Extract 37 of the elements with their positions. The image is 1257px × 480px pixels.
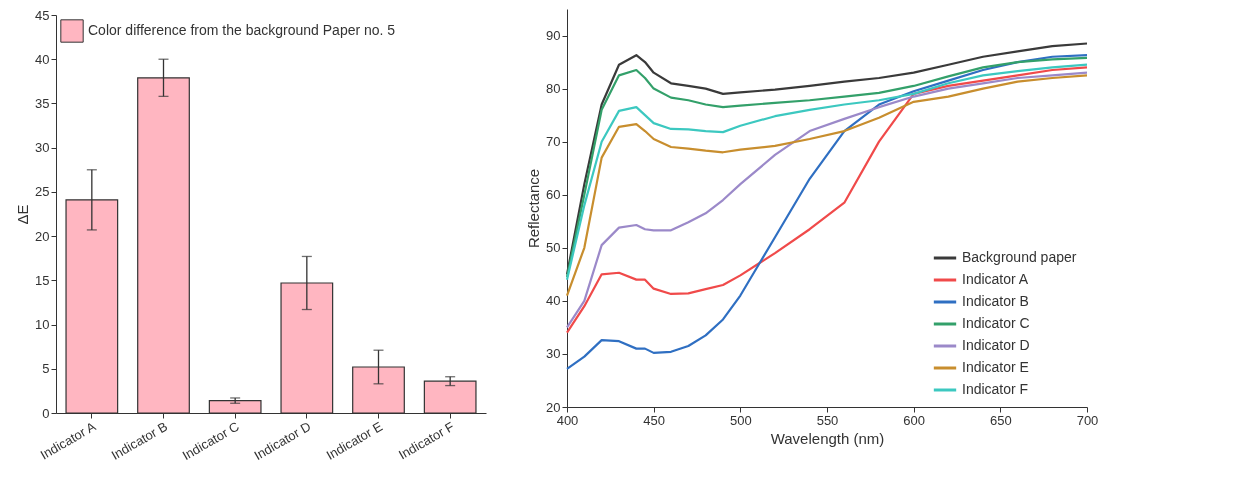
y-tick-label: 20 [35, 228, 50, 244]
legend-label: Indicator F [962, 381, 1029, 397]
x-tick-label: 550 [816, 412, 839, 428]
legend-label: Indicator B [962, 293, 1029, 309]
y-axis-title: Reflectance [525, 168, 543, 249]
y-tick-label: 90 [546, 28, 561, 44]
y-tick-label: 80 [546, 81, 561, 97]
x-tick-label: 450 [643, 412, 666, 428]
y-tick-label: 15 [35, 272, 50, 288]
x-tick-label: 400 [556, 412, 579, 428]
x-tick-label: 500 [729, 412, 752, 428]
y-tick-label: 10 [35, 317, 50, 333]
legend-label: Indicator A [962, 271, 1029, 287]
y-tick-label: 60 [546, 187, 561, 203]
x-axis-title: Wavelength (nm) [770, 429, 885, 447]
legend-label: Color difference from the background Paper no. 5 [88, 22, 396, 38]
legend-label: Background paper [962, 249, 1077, 265]
x-tick-label: 600 [903, 412, 926, 428]
y-tick-label: 25 [35, 184, 50, 200]
y-axis-title: ΔE [14, 204, 32, 225]
y-tick-label: 0 [42, 405, 50, 421]
y-tick-label: 50 [546, 240, 561, 256]
y-tick-label: 35 [35, 95, 50, 111]
x-tick-label: 650 [989, 412, 1012, 428]
line-series [565, 54, 1089, 370]
y-tick-label: 40 [546, 293, 561, 309]
x-tick-label: 700 [1076, 412, 1099, 428]
y-tick-label: 70 [546, 134, 561, 150]
y-tick-label: 20 [546, 399, 561, 415]
y-tick-label: 30 [35, 140, 50, 156]
legend-label: Indicator C [962, 315, 1030, 331]
y-tick-label: 45 [35, 7, 50, 23]
y-tick-label: 5 [42, 361, 50, 377]
y-tick-label: 30 [546, 346, 561, 362]
legend-label: Indicator D [962, 337, 1030, 353]
legend-label: Indicator E [962, 359, 1029, 375]
y-tick-label: 40 [35, 51, 50, 67]
